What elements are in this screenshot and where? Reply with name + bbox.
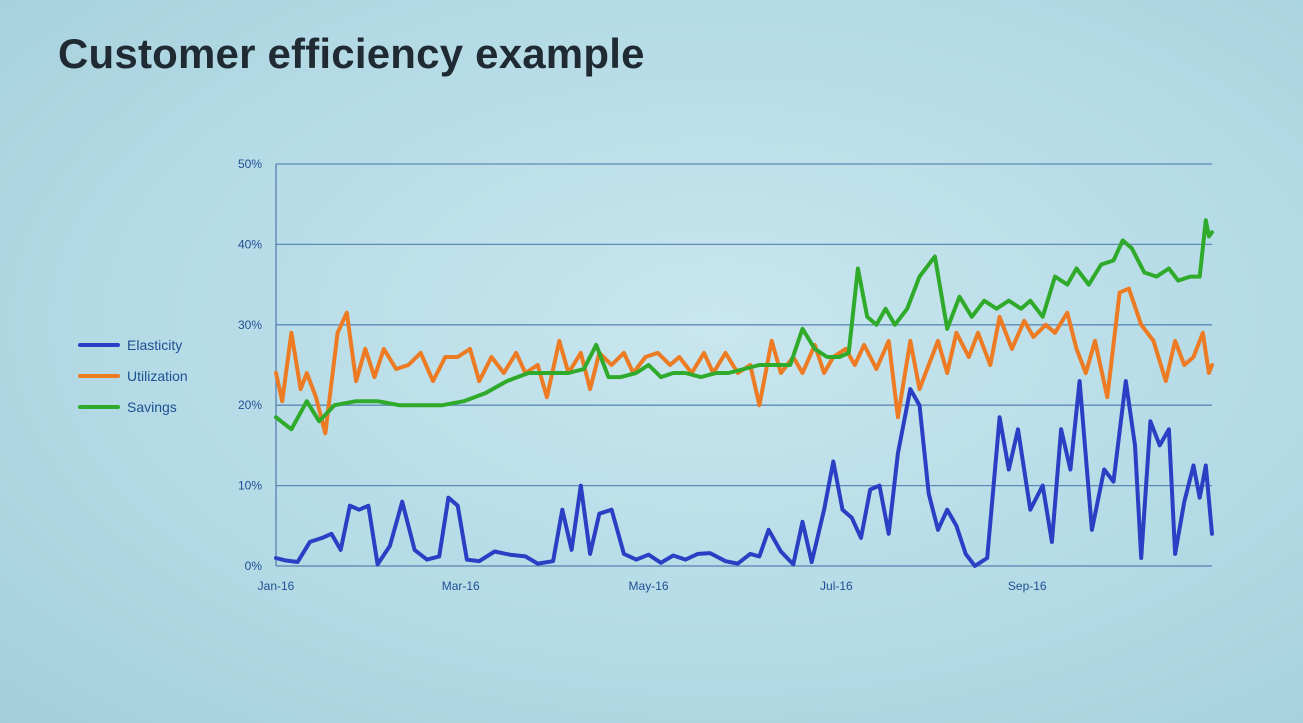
- legend-label: Utilization: [127, 368, 188, 384]
- y-tick-label: 20%: [238, 398, 262, 412]
- series-line-elasticity: [274, 379, 1214, 568]
- legend-item-utilization: Utilization: [78, 368, 188, 384]
- legend-item-elasticity: Elasticity: [78, 337, 182, 353]
- legend-label: Elasticity: [127, 337, 182, 353]
- x-tick-label: May-16: [629, 579, 669, 593]
- x-tick-label: Sep-16: [1008, 579, 1047, 593]
- series-line-utilization: [274, 286, 1214, 436]
- x-tick-label: Mar-16: [442, 579, 480, 593]
- y-tick-label: 30%: [238, 318, 262, 332]
- legend-label: Savings: [127, 399, 177, 415]
- series-lines: [274, 218, 1214, 568]
- series-line-savings: [274, 218, 1214, 432]
- y-tick-label: 50%: [238, 157, 262, 171]
- x-tick-label: Jan-16: [258, 579, 295, 593]
- legend: Elasticity Utilization Savings: [78, 337, 188, 415]
- axes: [275, 164, 1212, 567]
- slide-title: Customer efficiency example: [58, 30, 645, 77]
- y-axis-ticks: 0% 10% 20% 30% 40% 50%: [238, 157, 262, 573]
- x-axis-ticks: Jan-16 Mar-16 May-16 Jul-16 Sep-16: [258, 579, 1047, 593]
- x-tick-label: Jul-16: [820, 579, 853, 593]
- y-tick-label: 40%: [238, 237, 262, 251]
- y-tick-label: 0%: [245, 559, 263, 573]
- legend-item-savings: Savings: [78, 399, 177, 415]
- y-tick-label: 10%: [238, 479, 262, 493]
